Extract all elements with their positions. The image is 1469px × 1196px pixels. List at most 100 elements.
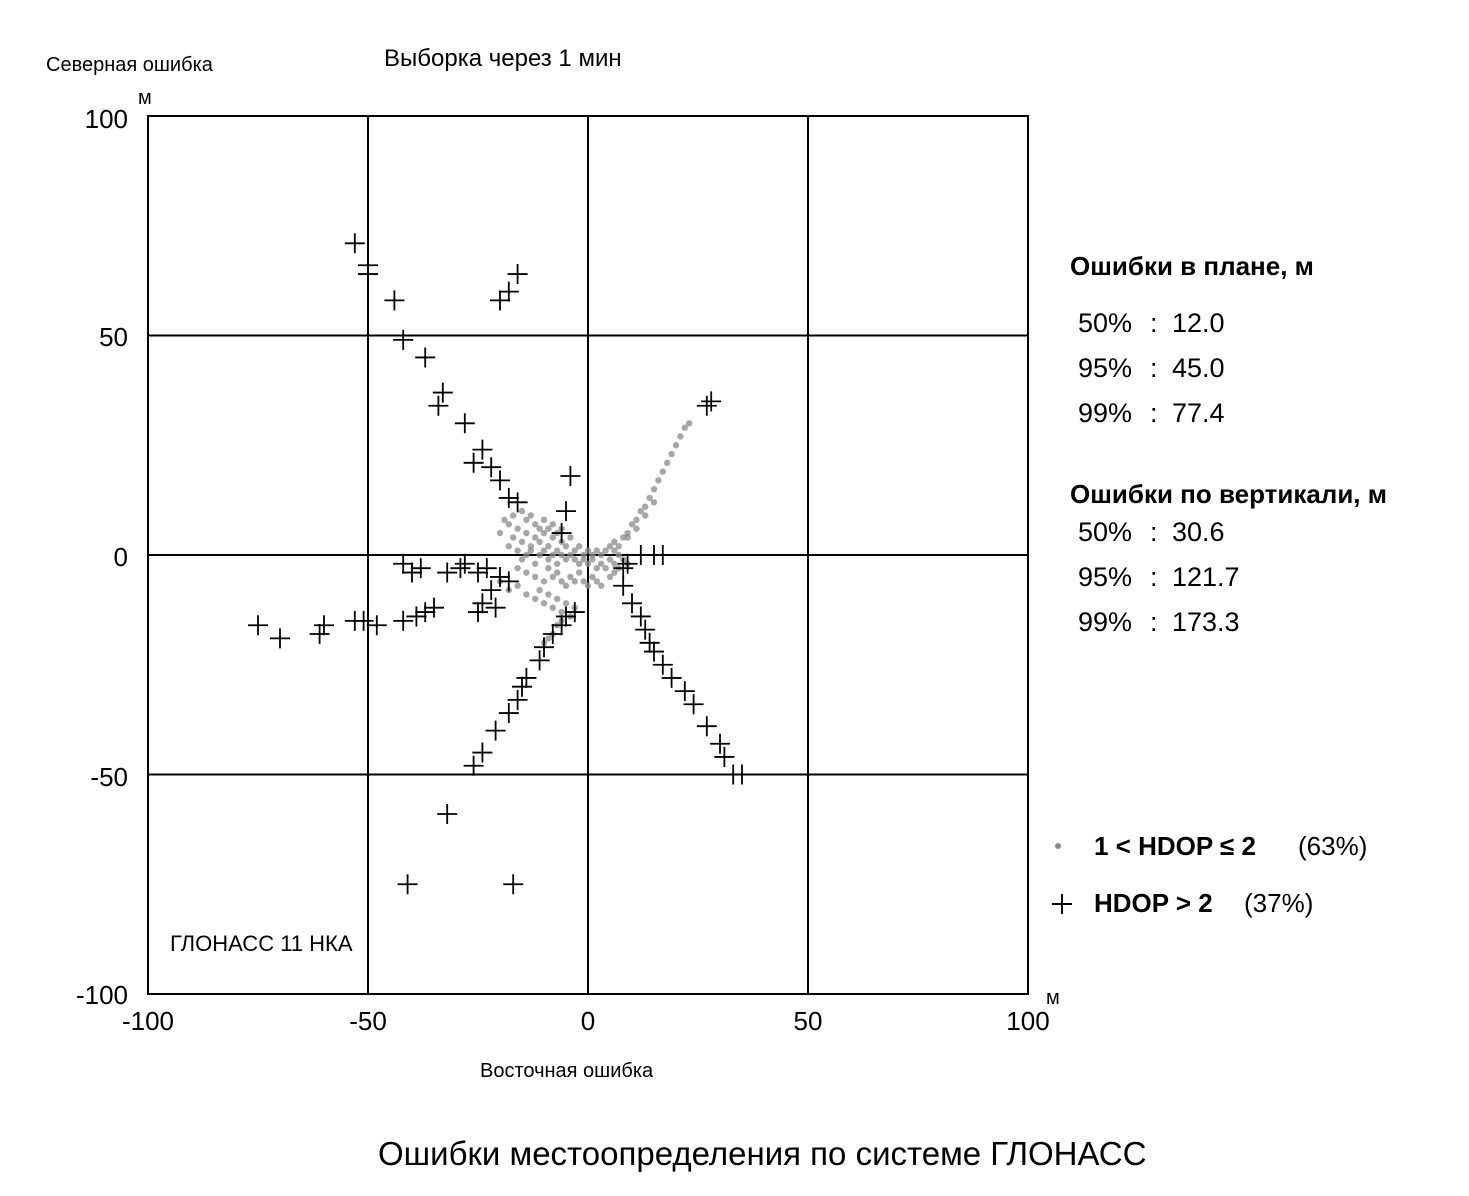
data-point-dot (668, 450, 675, 458)
data-point-dot (514, 547, 521, 554)
data-point-dot (562, 556, 570, 563)
data-point-dot (584, 582, 592, 589)
data-point-dot (523, 551, 530, 559)
data-point-dot (540, 516, 548, 524)
data-point-plus (652, 654, 673, 675)
data-point-dot (606, 573, 614, 581)
y-tick-label: -100 (76, 980, 128, 1010)
y-axis-label: Северная ошибка (46, 54, 214, 76)
data-point-dot (536, 551, 543, 559)
data-point-dot (567, 551, 574, 559)
legend-share: (63%) (1298, 831, 1367, 861)
data-point-dot (650, 499, 658, 506)
data-point-plus (472, 439, 493, 460)
data-point-dot (633, 525, 640, 532)
data-point-dot (518, 538, 526, 546)
stats-sep: : (1150, 607, 1158, 637)
data-point-plus (248, 615, 268, 636)
data-point-plus (674, 681, 695, 702)
data-point-dot (514, 582, 521, 589)
data-point-dot (628, 521, 636, 528)
data-point-dot (681, 424, 688, 431)
data-point-dot (527, 547, 534, 554)
data-point-dot (642, 503, 649, 510)
data-point-plus (454, 553, 475, 574)
data-point-dot (606, 543, 614, 550)
data-point-dot (518, 556, 526, 563)
x-tick-label: 100 (1006, 1006, 1049, 1036)
stats-vertical-row: 99% : 173.3 (1078, 607, 1240, 637)
legend-marker-plus (1052, 894, 1072, 914)
data-point-plus (512, 676, 532, 697)
data-point-dot (659, 468, 666, 475)
data-point-dot (646, 494, 653, 502)
data-point-plus (270, 628, 290, 649)
data-point-plus (314, 615, 334, 636)
data-point-dot (532, 521, 539, 528)
data-point-dot (523, 569, 530, 576)
data-point-plus (498, 281, 519, 302)
stats-plane-row: 50% : 12.0 (1078, 308, 1225, 338)
data-point-dot (536, 586, 543, 594)
data-point-plus (507, 689, 528, 710)
legend-label: HDOP > 2 (1094, 888, 1213, 918)
data-point-dot (650, 485, 658, 493)
data-point-plus (490, 470, 510, 491)
data-point-plus (472, 742, 493, 763)
data-point-dot (532, 595, 539, 603)
data-point-plus (661, 667, 682, 688)
data-point-plus (415, 347, 436, 368)
data-point-plus (710, 733, 730, 754)
data-point-dot (496, 529, 504, 537)
stats-plane-row: 95% : 45.0 (1078, 353, 1225, 383)
data-point-dot (549, 521, 556, 528)
data-point-plus (424, 597, 444, 618)
chart-title: Выборка через 1 мин (384, 45, 622, 72)
data-point-dot (532, 560, 539, 567)
x-tick-label: -50 (349, 1006, 387, 1036)
stats-sep: : (1150, 308, 1158, 338)
stats-vertical-row: 95% : 121.7 (1078, 562, 1240, 592)
data-point-dot (642, 512, 649, 519)
data-point-plus (476, 558, 497, 579)
data-point-plus (507, 264, 528, 285)
data-point-dot (510, 534, 517, 541)
data-point-dot (611, 560, 618, 567)
data-point-dot (545, 525, 552, 532)
data-point-plus (344, 233, 365, 254)
data-point-dot (633, 516, 640, 524)
stats-value: 45.0 (1172, 353, 1225, 383)
data-point-dot (576, 569, 583, 576)
data-point-dot (580, 551, 587, 559)
x-axis-label: Восточная ошибка (480, 1060, 654, 1082)
data-point-dot (545, 635, 552, 642)
data-point-plus (358, 545, 378, 565)
data-point-dot (593, 578, 600, 585)
data-point-plus (732, 764, 752, 785)
data-point-dot (584, 547, 592, 554)
stats-value: 30.6 (1172, 517, 1225, 547)
data-point-dot (615, 543, 622, 550)
stats-vertical-row: 50% : 30.6 (1078, 517, 1225, 547)
data-point-dot (562, 582, 570, 589)
data-point-plus (393, 329, 414, 350)
data-point-dot (562, 543, 570, 550)
data-point-plus (639, 632, 660, 653)
data-point-plus (309, 624, 330, 645)
data-point-dot (611, 538, 618, 546)
data-point-dot (562, 600, 570, 607)
series-hdop-high (248, 233, 752, 895)
data-point-plus (472, 593, 493, 614)
data-point-dot (549, 573, 556, 581)
legend-item-hdop-low: 1 < HDOP ≤ 2 (63%) (1055, 831, 1367, 861)
data-point-plus (613, 558, 634, 579)
gridlines (148, 116, 1028, 994)
data-point-plus (468, 562, 488, 583)
stats-value: 77.4 (1172, 398, 1225, 428)
data-point-plus (542, 624, 563, 645)
data-point-dot (545, 591, 552, 598)
data-point-dot (510, 512, 517, 519)
data-point-dot (598, 560, 605, 567)
data-point-dot (602, 547, 609, 554)
